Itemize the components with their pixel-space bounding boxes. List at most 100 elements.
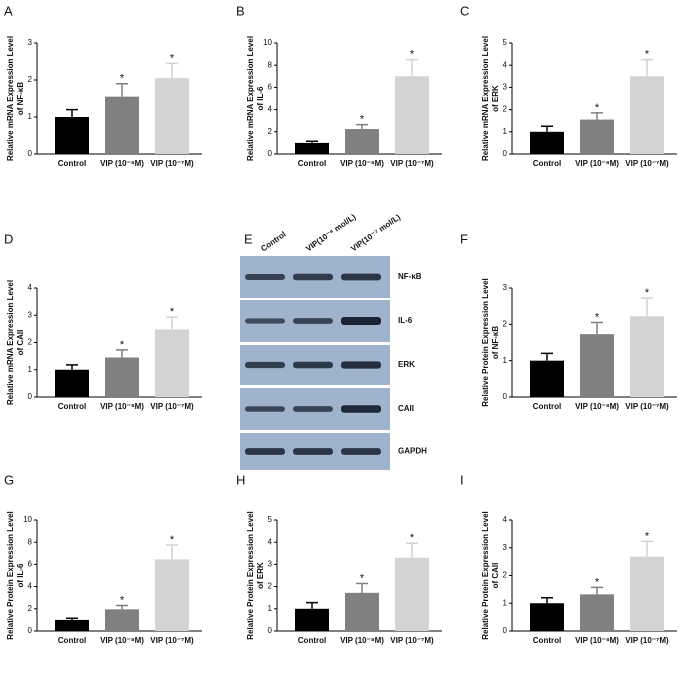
blot-band [341,361,381,369]
panel-label: I [460,472,464,487]
row-label: CAII [398,404,414,413]
y-tick-label: 2 [503,105,508,114]
x-tick-label: VIP (10⁻⁸M) [340,636,384,645]
bar [55,117,89,154]
x-tick-label: VIP (10⁻⁷M) [390,159,434,168]
blot-band [245,274,285,280]
blot-band [341,405,381,413]
y-tick-label: 1 [503,127,508,136]
column-label: VIP(10⁻⁷ mol/L) [349,212,402,253]
significance-mark: * [360,572,365,584]
x-tick-label: Control [533,402,561,411]
panel-label: G [4,472,14,487]
significance-mark: * [170,306,175,318]
error-bar [541,125,553,132]
bar [630,76,664,154]
x-tick-label: VIP (10⁻⁷M) [625,159,669,168]
bar [345,592,379,631]
y-tick-label: 2 [28,75,33,84]
panel-label: C [460,3,469,18]
y-axis-label: Relative mRNA Expression Level [246,36,255,161]
y-tick-label: 5 [503,38,508,47]
bar [395,76,429,154]
blot-band [245,361,285,369]
y-tick-label: 4 [28,283,33,292]
bar [295,608,329,631]
x-tick-label: VIP (10⁻⁸M) [100,636,144,645]
bar [55,619,89,631]
y-tick-label: 2 [503,319,508,328]
significance-mark: * [645,49,650,61]
bar [580,119,614,154]
error-bar [591,586,603,595]
y-axis-label: Relative Protein Expression Level [481,511,490,640]
y-axis-label: Relative Protein Expression Level [246,511,255,640]
x-tick-label: Control [533,159,561,168]
error-bar [541,352,553,361]
bar [530,360,564,397]
x-tick-label: Control [533,636,561,645]
x-tick-label: VIP (10⁻⁸M) [575,636,619,645]
y-axis-label: of ERK [491,85,500,112]
panel-label: A [4,3,13,18]
error-bar [166,544,178,560]
y-tick-label: 4 [28,582,33,591]
x-tick-label: Control [58,636,86,645]
y-tick-label: 1 [503,356,508,365]
bar [530,131,564,154]
x-tick-label: Control [298,636,326,645]
error-bar [166,316,178,330]
y-axis-label: of CAII [491,563,500,589]
y-tick-label: 4 [268,105,273,114]
error-bar [66,364,78,370]
y-tick-label: 1 [503,598,508,607]
bar [345,129,379,154]
row-label: NF-κB [398,272,422,281]
error-bar [356,123,368,130]
significance-mark: * [410,532,415,544]
blot-band [245,318,285,324]
blot-band [293,406,333,412]
significance-mark: * [645,530,650,542]
y-axis-label: of IL-6 [256,86,265,111]
y-tick-label: 3 [503,543,508,552]
x-tick-label: VIP (10⁻⁷M) [625,402,669,411]
panel-label: H [236,472,245,487]
y-tick-label: 4 [503,515,508,524]
x-tick-label: VIP (10⁻⁷M) [150,402,194,411]
x-tick-label: Control [298,159,326,168]
significance-mark: * [595,576,600,588]
blot-band [341,317,381,325]
x-tick-label: VIP (10⁻⁸M) [575,402,619,411]
x-tick-label: VIP (10⁻⁷M) [150,636,194,645]
significance-mark: * [360,113,365,125]
y-tick-label: 6 [268,83,273,92]
row-label: GAPDH [398,447,427,456]
y-tick-label: 3 [28,310,33,319]
y-tick-label: 4 [268,537,273,546]
y-tick-label: 1 [268,604,273,613]
blot-band [245,406,285,412]
significance-mark: * [120,594,125,606]
y-tick-label: 0 [28,149,33,158]
bar [530,603,564,631]
y-tick-label: 6 [28,560,33,569]
bar [105,609,139,631]
error-bar [641,58,653,77]
y-axis-label: of ERK [256,562,265,589]
y-axis-label: of IL-6 [16,563,25,588]
column-label: Control [259,230,287,254]
y-tick-label: 3 [503,283,508,292]
error-bar [116,604,128,610]
bar [155,329,189,397]
y-tick-label: 0 [28,626,33,635]
significance-mark: * [595,311,600,323]
bar [155,559,189,631]
error-bar [306,601,318,609]
y-tick-label: 2 [268,582,273,591]
blot-band [341,273,381,281]
error-bar [591,112,603,120]
y-tick-label: 3 [268,560,273,569]
bar [155,78,189,154]
error-bar [641,297,653,317]
